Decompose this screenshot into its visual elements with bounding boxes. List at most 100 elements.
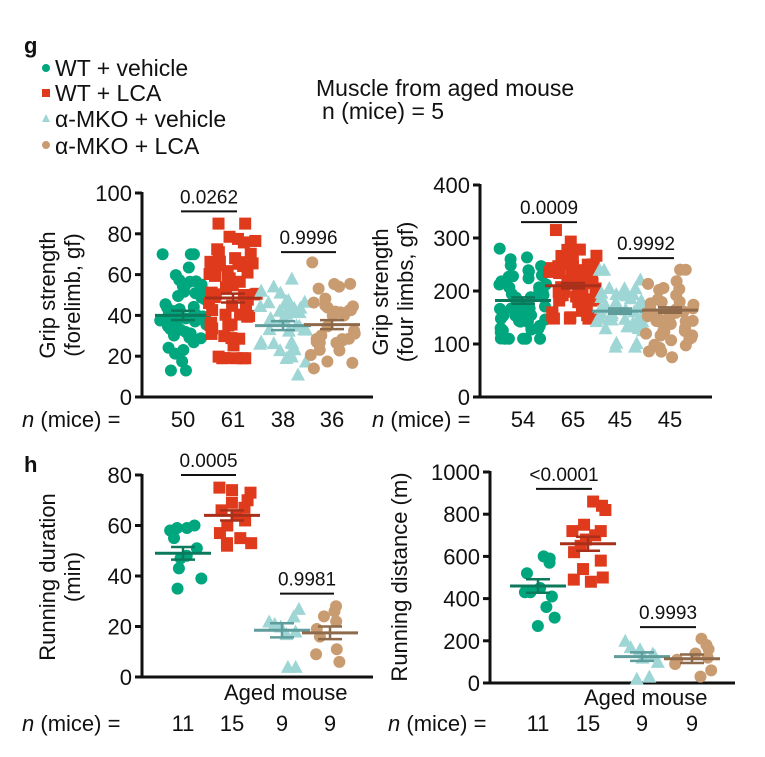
data-point [172, 562, 185, 575]
legend-label: α-MKO + LCA [55, 133, 200, 159]
data-point [592, 262, 607, 276]
data-point [241, 266, 254, 279]
p-value-label: <0.0001 [529, 465, 598, 486]
y-tick-label: 400 [433, 173, 470, 198]
y-tick-label: 100 [95, 181, 132, 206]
data-point [195, 572, 208, 585]
data-point [246, 257, 259, 270]
data-point [533, 284, 546, 297]
legend-label: α-MKO + vehicle [55, 106, 226, 132]
data-point [162, 341, 175, 354]
data-point [179, 364, 192, 377]
data-point [164, 322, 177, 335]
p-value-label: 0.9993 [639, 603, 697, 624]
y-tick-label: 800 [443, 502, 480, 527]
data-point [284, 271, 299, 285]
data-point [239, 514, 252, 527]
data-point [590, 249, 603, 262]
data-point [596, 571, 609, 584]
y-tick-label: 600 [443, 544, 480, 569]
data-point [568, 546, 581, 559]
data-point [321, 355, 334, 368]
data-point [319, 299, 332, 312]
data-point [687, 298, 700, 311]
data-point [640, 327, 653, 340]
p-value-label: 0.0005 [179, 451, 237, 472]
data-point [304, 348, 317, 361]
data-point [344, 304, 357, 317]
data-point [190, 542, 203, 555]
data-point [694, 670, 707, 683]
data-point [620, 319, 635, 333]
data-point [307, 362, 320, 375]
data-point [254, 334, 269, 348]
data-point [564, 311, 577, 324]
data-point [266, 336, 281, 350]
data-point [213, 527, 226, 540]
n-count: 11 [172, 711, 195, 736]
p-value-label: 0.9981 [278, 570, 336, 591]
chart-panel-2: 0 100 200 300 400 Grip strength (four limbs, g… [368, 173, 712, 432]
p-value-label: 0.0262 [180, 187, 238, 208]
data-point [665, 334, 678, 347]
y-tick-label: 0 [120, 385, 132, 410]
data-point [705, 664, 718, 677]
data-point [609, 335, 624, 349]
data-point [608, 294, 623, 308]
data-point [594, 554, 607, 567]
data-point [594, 306, 609, 320]
data-point [599, 503, 612, 516]
data-point [179, 279, 192, 292]
data-point [666, 351, 679, 364]
n-count: 36 [320, 407, 344, 432]
n-mice-label: n (mice) = [22, 407, 120, 432]
data-point [168, 532, 181, 545]
legend-marker-circle-icon [42, 64, 50, 72]
data-point [517, 332, 530, 345]
data-point [171, 582, 184, 595]
y-tick-label: 0 [458, 385, 470, 410]
y-tick-label: 200 [443, 629, 480, 654]
n-count: 65 [561, 407, 585, 432]
n-italic: n [22, 407, 34, 432]
data-point [223, 230, 236, 243]
data-point [279, 351, 294, 365]
y-axis-label: (forelimb, gf) [60, 233, 85, 356]
data-point [623, 640, 638, 654]
data-point [239, 217, 252, 230]
data-point [346, 356, 359, 369]
n-count: 38 [271, 407, 295, 432]
data-point [254, 283, 269, 297]
data-point [205, 327, 218, 340]
data-point [578, 518, 591, 531]
data-point [540, 601, 553, 614]
data-point [655, 296, 668, 309]
data-point [543, 556, 556, 569]
data-point [493, 242, 506, 255]
data-point [218, 330, 231, 343]
y-axis-label: Grip strength [368, 228, 393, 355]
data-point [670, 289, 683, 302]
y-axis-label: (min) [60, 552, 85, 602]
p-value-label: 0.9996 [279, 228, 337, 249]
data-point [211, 259, 224, 272]
data-point [553, 289, 566, 302]
data-point [609, 287, 624, 301]
legend-marker-circle-icon [42, 141, 50, 149]
data-point [589, 314, 604, 328]
note-line-1: Muscle from aged mouse [316, 75, 574, 101]
data-point [598, 321, 613, 335]
data-point [317, 610, 330, 623]
data-point [291, 601, 306, 615]
data-point [336, 333, 349, 346]
legend: WT + vehicle WT + LCA α-MKO + vehicle α-… [42, 55, 226, 159]
data-point [511, 305, 524, 318]
chart-panel-4: 0 200 400 600 800 1000 Running distance (m) 11 1… [387, 460, 735, 736]
data-point [522, 264, 535, 277]
legend-marker-square-icon [42, 89, 50, 97]
data-point [226, 484, 239, 497]
panel-label-g: g [24, 33, 37, 58]
data-point [273, 343, 288, 357]
y-tick-label: 40 [108, 564, 132, 589]
data-point [549, 224, 562, 237]
